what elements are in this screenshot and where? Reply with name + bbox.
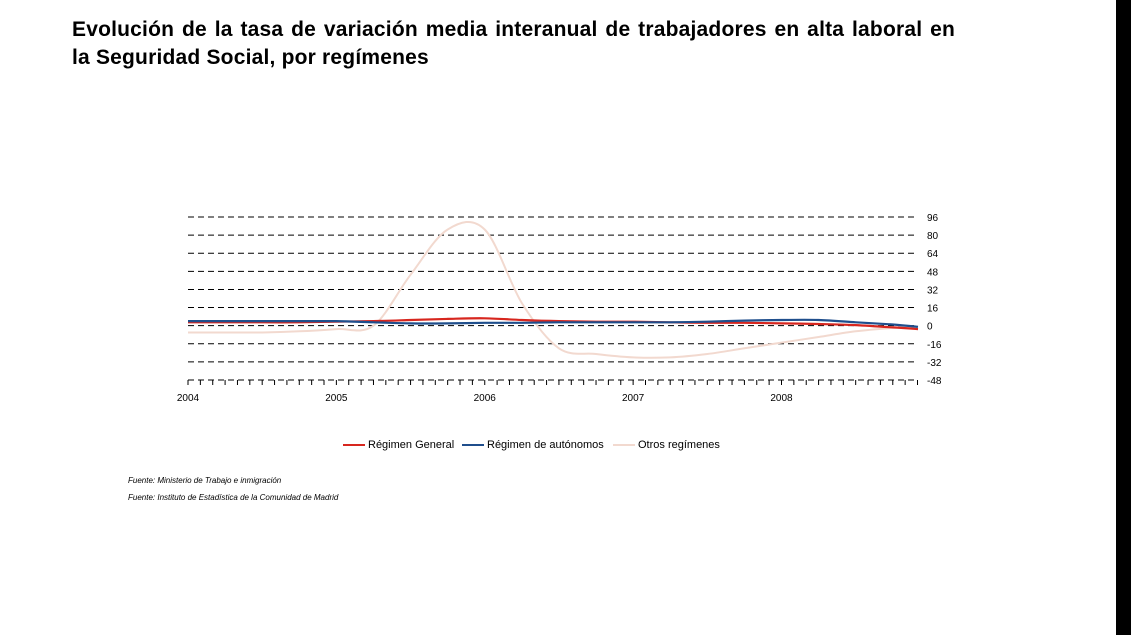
source-note-2: Fuente: Instituto de Estadística de la C… <box>128 493 339 502</box>
legend-label-general: Régimen General <box>368 439 455 451</box>
legend-item-general: Régimen General <box>343 439 454 451</box>
y-tick-label: 96 <box>927 213 939 224</box>
x-axis: 2004 2005 2006 2007 2008 <box>177 380 919 404</box>
y-tick-label: 80 <box>927 231 939 242</box>
y-tick-label: 16 <box>927 304 939 315</box>
legend-label-otros: Otros regímenes <box>638 439 720 451</box>
y-tick-label: 32 <box>927 285 939 296</box>
series-line-autonomos <box>187 318 919 328</box>
legend-item-autonomos: Régimen de autónomos <box>462 439 604 451</box>
legend: Régimen General Régimen de autónomos Otr… <box>0 439 1131 455</box>
window-edge <box>1116 0 1131 635</box>
x-tick-label: 2008 <box>770 393 793 404</box>
x-tick-label: 2006 <box>474 393 497 404</box>
gridlines <box>188 216 918 381</box>
legend-swatch-otros <box>613 444 635 446</box>
legend-item-otros: Otros regímenes <box>613 439 720 451</box>
legend-label-autonomos: Régimen de autónomos <box>487 439 604 451</box>
legend-swatch-autonomos <box>462 444 484 446</box>
y-tick-label: 0 <box>927 322 933 333</box>
y-tick-label: 64 <box>927 249 939 260</box>
chart-title: Evolución de la tasa de variación media … <box>72 18 955 69</box>
source-note-1: Fuente: Ministerio de Trabajo e inmigrac… <box>128 476 282 485</box>
y-tick-label: 48 <box>927 267 939 278</box>
x-tick-label: 2005 <box>325 393 348 404</box>
y-axis-ticks: 96 80 64 48 32 16 0 -16 -32 -48 <box>927 213 942 387</box>
legend-swatch-general <box>343 444 365 446</box>
series-line-otros <box>188 221 919 359</box>
x-tick-label: 2007 <box>622 393 645 404</box>
y-tick-label: -48 <box>927 376 942 387</box>
y-tick-label: -32 <box>927 358 942 369</box>
y-tick-label: -16 <box>927 340 942 351</box>
x-tick-label: 2004 <box>177 393 200 404</box>
series-lines <box>187 221 919 359</box>
